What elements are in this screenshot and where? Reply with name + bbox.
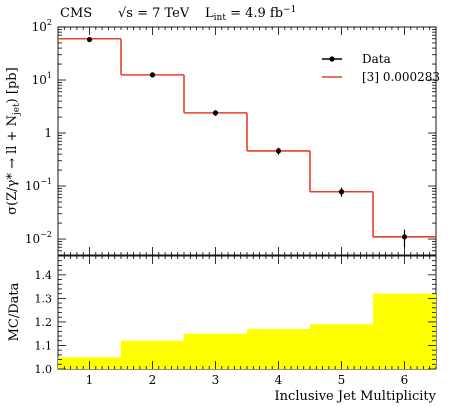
mc-step-histogram bbox=[58, 37, 436, 238]
y-title-tail: ) [pb] bbox=[5, 67, 20, 103]
lumi-exponent: −1 bbox=[283, 5, 296, 15]
x-tick-label: 6 bbox=[401, 373, 409, 387]
x-tick-label: 2 bbox=[149, 373, 157, 387]
tick-label-exponent: −2 bbox=[40, 230, 52, 239]
lumi-value: = 4.9 fb bbox=[226, 6, 283, 21]
ratio-y-tick-label: 1.1 bbox=[35, 339, 53, 352]
x-tick-label: 3 bbox=[212, 373, 220, 387]
y-title-subscript: jet bbox=[12, 103, 22, 116]
ratio-panel: 1.0 1.1 1.2 1.3 1.4 1 2 3 4 5 6 MC/Data Inclusive… bbox=[7, 255, 437, 404]
tick-label-exponent: 1 bbox=[47, 71, 52, 80]
main-y-tick-label: 10−2 bbox=[25, 230, 52, 246]
x-axis-title: Inclusive Jet Multiplicity bbox=[275, 389, 437, 404]
data-point bbox=[338, 189, 345, 195]
legend-mc-label: [3] 0.000283 bbox=[362, 70, 440, 84]
main-y-tick-label: 1 bbox=[44, 126, 52, 140]
ratio-y-tick-label: 1.4 bbox=[35, 269, 53, 282]
ratio-bin-fill bbox=[373, 293, 436, 369]
tick-label-base: 10 bbox=[25, 179, 40, 193]
legend: Data [3] 0.000283 bbox=[322, 52, 440, 84]
lumi-subscript: int bbox=[214, 13, 227, 23]
main-y-tick-label: 101 bbox=[32, 71, 52, 87]
tick-label-base: 10 bbox=[25, 232, 40, 246]
data-point bbox=[149, 72, 156, 78]
data-point bbox=[86, 36, 93, 43]
y-title-main-part: σ(Z/γ* → ll + N bbox=[5, 115, 20, 215]
ratio-y-tick-label: 1.2 bbox=[35, 316, 53, 329]
experiment-label: CMS bbox=[60, 6, 92, 21]
legend-data-label: Data bbox=[362, 52, 391, 66]
main-y-tick-label: 102 bbox=[32, 18, 52, 34]
tick-label-base: 10 bbox=[32, 20, 47, 34]
x-tick-label: 4 bbox=[275, 373, 283, 387]
tick-label-exponent: −1 bbox=[40, 177, 52, 186]
data-point bbox=[401, 234, 408, 240]
tick-label-exponent: 2 bbox=[47, 18, 52, 27]
ratio-y-tick-label: 1.3 bbox=[35, 292, 53, 305]
ratio-y-axis: 1.0 1.1 1.2 1.3 1.4 bbox=[35, 260, 436, 376]
tick-label-base: 1 bbox=[44, 126, 52, 140]
energy-label: √s = 7 TeV bbox=[118, 6, 190, 21]
figure-header: CMS √s = 7 TeV Lint = 4.9 fb−1 bbox=[60, 5, 296, 23]
ratio-x-axis: 1 2 3 4 5 6 bbox=[63, 256, 437, 387]
x-tick-label: 5 bbox=[338, 373, 346, 387]
x-tick-label: 1 bbox=[86, 373, 94, 387]
tick-label-base: 10 bbox=[32, 73, 47, 87]
data-points bbox=[86, 36, 408, 248]
ratio-band bbox=[58, 293, 436, 369]
data-point bbox=[275, 148, 282, 154]
ratio-y-axis-title: MC/Data bbox=[7, 282, 22, 341]
main-y-tick-label: 10−1 bbox=[25, 177, 52, 193]
ratio-y-tick-label: 1.0 bbox=[35, 363, 53, 376]
luminosity-label: Lint = 4.9 fb−1 bbox=[205, 5, 296, 23]
data-point bbox=[212, 110, 219, 116]
main-y-axis-title: σ(Z/γ* → ll + Njet) [pb] bbox=[5, 67, 22, 214]
legend-data-marker bbox=[329, 56, 335, 62]
lumi-symbol: L bbox=[205, 6, 214, 21]
